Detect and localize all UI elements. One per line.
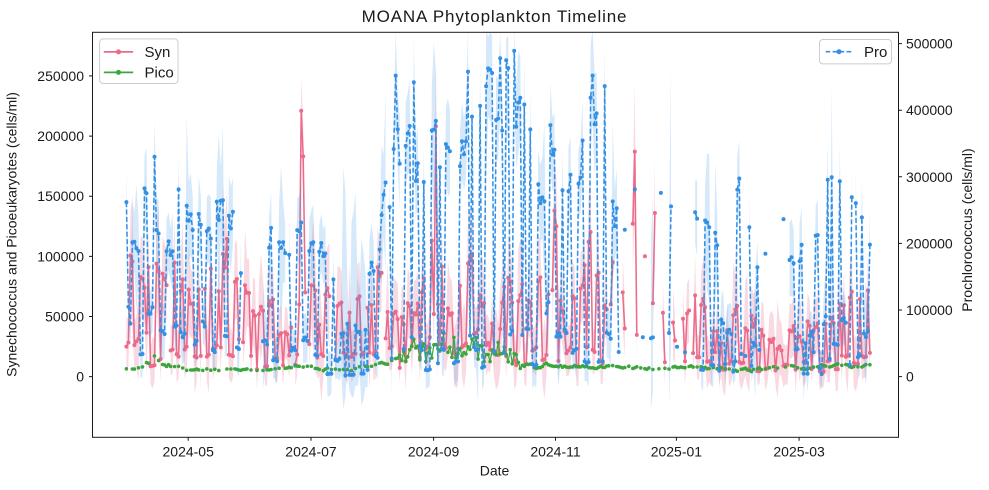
svg-text:Prochlorococcus (cells/ml): Prochlorococcus (cells/ml) [959,148,975,311]
svg-text:2024-05: 2024-05 [163,444,215,460]
svg-text:500000: 500000 [906,36,953,52]
svg-text:MOANA Phytoplankton Timeline: MOANA Phytoplankton Timeline [362,7,628,26]
svg-text:2024-11: 2024-11 [530,444,581,460]
svg-text:2025-01: 2025-01 [651,444,703,460]
svg-text:50000: 50000 [45,309,84,325]
svg-text:400000: 400000 [906,102,953,118]
svg-text:200000: 200000 [37,128,84,144]
svg-text:Synechococcus and Picoeukaryot: Synechococcus and Picoeukaryotes (cells/… [4,92,20,377]
svg-text:200000: 200000 [906,235,953,251]
svg-text:2025-03: 2025-03 [773,444,825,460]
svg-text:Date: Date [480,463,510,479]
svg-text:Syn: Syn [145,44,171,61]
svg-text:100000: 100000 [37,248,84,264]
svg-text:250000: 250000 [37,68,84,84]
svg-text:150000: 150000 [37,188,84,204]
svg-text:2024-09: 2024-09 [408,444,460,460]
svg-text:2024-07: 2024-07 [285,444,337,460]
svg-text:100000: 100000 [906,302,953,318]
svg-text:Pico: Pico [145,65,174,82]
svg-text:300000: 300000 [906,169,953,185]
svg-text:Pro: Pro [864,44,887,61]
svg-text:0: 0 [76,369,84,385]
svg-text:0: 0 [906,369,914,385]
